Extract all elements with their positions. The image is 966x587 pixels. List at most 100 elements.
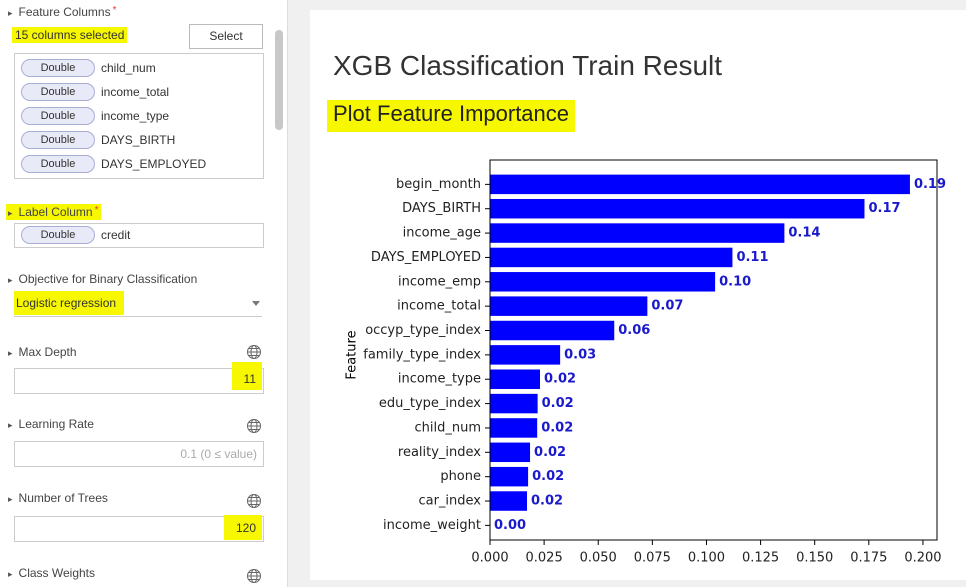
value-label: 0.03 — [564, 347, 596, 362]
y-tick-label: income_emp — [398, 274, 481, 289]
x-tick-label: 0.050 — [580, 551, 617, 566]
section-title: Plot Feature Importance — [327, 100, 576, 132]
value-label: 0.02 — [542, 396, 574, 411]
bar — [490, 491, 528, 511]
number-input[interactable] — [14, 368, 264, 394]
value-label: 0.19 — [914, 177, 946, 192]
number-input[interactable] — [14, 516, 264, 542]
placeholder: 0.1 (0 ≤ value) — [180, 447, 257, 461]
field-label: Max Depth — [8, 345, 77, 359]
value-label: 0.10 — [719, 274, 751, 289]
type-pill: Double — [21, 131, 95, 149]
type-pill: Double — [21, 83, 95, 101]
bar — [490, 296, 648, 316]
globe-icon[interactable] — [246, 344, 262, 360]
value-label: 0.06 — [618, 323, 650, 338]
bar — [490, 198, 865, 219]
bar — [490, 393, 538, 414]
dropdown[interactable]: Logistic regression — [14, 291, 262, 317]
field-label: Number of Trees — [8, 491, 108, 505]
field-label: Class Weights — [8, 566, 95, 580]
bar — [490, 345, 561, 365]
value-label: 0.00 — [494, 518, 526, 533]
column-name: credit — [101, 228, 131, 242]
plot-frame — [489, 159, 938, 541]
x-tick-label: 0.025 — [526, 551, 563, 566]
label-text: Feature Columns — [18, 5, 111, 19]
type-pill: Double — [21, 226, 95, 244]
column-name: income_type — [101, 109, 170, 123]
column-name: income_total — [101, 85, 170, 99]
x-tick-label: 0.175 — [850, 551, 887, 566]
type-pill: Double — [21, 155, 95, 173]
y-tick-label: phone — [440, 469, 481, 484]
column-list: Double child_num Double income_total Doubl… — [14, 53, 264, 179]
field-label: Learning Rate — [8, 417, 94, 431]
x-tick-label: 0.000 — [471, 551, 508, 566]
input-text: 11 — [243, 372, 256, 386]
bar — [490, 442, 531, 463]
y-tick-label: family_type_index — [363, 347, 481, 362]
sidebar: Feature Columns* 15 columns selected Sel… — [0, 0, 288, 587]
globe-icon[interactable] — [246, 493, 262, 509]
y-tick-label: income_age — [403, 226, 481, 241]
result-title: XGB Classification Train Result — [333, 50, 723, 81]
y-tick-label: income_type — [398, 372, 481, 387]
value-label: 0.02 — [544, 372, 576, 387]
field-label: Feature Columns* — [8, 5, 117, 19]
selection-summary: 15 columns selected — [12, 27, 128, 43]
globe-icon[interactable] — [246, 568, 262, 584]
required-mark: * — [112, 5, 117, 16]
input-value: 11 — [232, 362, 262, 390]
y-axis-label: Feature — [345, 330, 360, 379]
column-name: DAYS_BIRTH — [101, 133, 176, 147]
y-tick-label: income_weight — [383, 518, 481, 533]
y-tick-label: car_index — [418, 494, 481, 509]
y-tick-label: occyp_type_index — [365, 323, 481, 338]
y-tick-label: DAYS_EMPLOYED — [371, 250, 481, 265]
number-input[interactable]: 0.1 (0 ≤ value) — [14, 441, 264, 467]
value-label: 0.02 — [531, 494, 563, 509]
dropdown-value: Logistic regression — [14, 291, 125, 315]
bar — [490, 466, 529, 487]
value-label: 0.14 — [788, 226, 820, 241]
scrollbar-thumb[interactable] — [275, 30, 283, 130]
value-label: 0.02 — [532, 469, 564, 484]
bar — [490, 320, 615, 341]
x-tick-label: 0.200 — [904, 551, 941, 566]
required-mark: * — [94, 205, 99, 216]
x-tick-label: 0.075 — [634, 551, 671, 566]
field-label: Objective for Binary Classification — [8, 272, 198, 286]
x-tick-label: 0.125 — [742, 551, 779, 566]
x-tick-label: 0.100 — [688, 551, 725, 566]
label-column-box[interactable]: Double credit — [14, 223, 264, 248]
value-label: 0.02 — [534, 445, 566, 460]
bar — [490, 174, 910, 195]
select-button[interactable]: Select — [189, 24, 263, 49]
field-label: Label Column* — [6, 204, 102, 220]
bar — [490, 272, 716, 292]
bar — [490, 369, 541, 389]
y-tick-label: income_total — [397, 299, 481, 314]
y-tick-label: reality_index — [398, 445, 481, 460]
label-text: Label Column — [18, 205, 93, 219]
bar — [490, 418, 538, 438]
type-pill: Double — [21, 59, 95, 77]
dropdown-caret — [252, 301, 260, 306]
value-label: 0.11 — [736, 250, 768, 265]
y-tick-label: edu_type_index — [379, 396, 481, 411]
y-tick-label: child_num — [414, 420, 481, 435]
globe-icon[interactable] — [246, 418, 262, 434]
input-value: 120 — [224, 515, 262, 540]
x-tick-label: 0.150 — [796, 551, 833, 566]
bar — [490, 247, 733, 268]
column-name: DAYS_EMPLOYED — [101, 157, 207, 171]
value-label: 0.02 — [541, 420, 573, 435]
input-text: 120 — [235, 521, 256, 535]
value-label: 0.17 — [868, 201, 900, 216]
value-label: 0.07 — [651, 299, 683, 314]
column-name: child_num — [101, 61, 156, 75]
bar — [490, 223, 785, 243]
